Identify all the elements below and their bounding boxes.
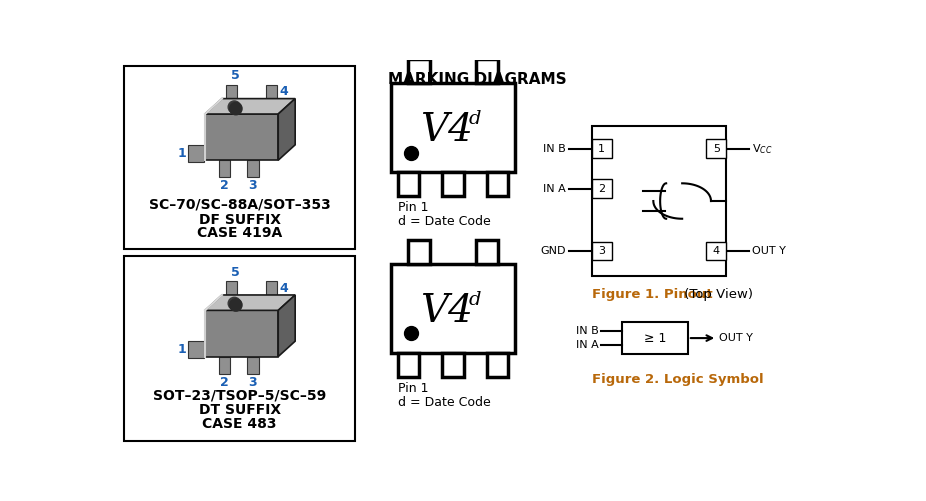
Bar xyxy=(408,59,430,83)
Bar xyxy=(392,264,515,353)
Text: 4: 4 xyxy=(713,246,720,256)
Polygon shape xyxy=(205,114,278,160)
Text: OUT Y: OUT Y xyxy=(752,246,785,256)
Polygon shape xyxy=(226,281,237,295)
Text: 1: 1 xyxy=(177,343,186,356)
Bar xyxy=(707,242,726,261)
Text: 4: 4 xyxy=(280,85,289,98)
Text: d: d xyxy=(469,292,481,309)
Circle shape xyxy=(228,297,241,310)
Text: 3: 3 xyxy=(598,246,605,256)
Bar xyxy=(592,139,612,158)
Text: IN A: IN A xyxy=(544,184,566,194)
Polygon shape xyxy=(278,99,295,160)
Polygon shape xyxy=(278,295,295,357)
Circle shape xyxy=(230,299,242,311)
Text: 3: 3 xyxy=(248,376,257,389)
Bar xyxy=(592,126,726,276)
Text: 5: 5 xyxy=(231,266,240,279)
Text: Pin 1: Pin 1 xyxy=(397,382,428,395)
Text: d = Date Code: d = Date Code xyxy=(397,395,491,408)
Text: 2: 2 xyxy=(598,184,606,194)
Text: 1: 1 xyxy=(598,144,605,154)
Text: MARKING DIAGRAMS: MARKING DIAGRAMS xyxy=(388,72,566,87)
Bar xyxy=(443,172,464,196)
Polygon shape xyxy=(219,160,231,177)
Bar xyxy=(124,66,356,249)
Text: 3: 3 xyxy=(248,179,257,192)
Polygon shape xyxy=(226,85,237,99)
Bar xyxy=(397,353,419,377)
Text: Pin 1: Pin 1 xyxy=(397,201,428,214)
Polygon shape xyxy=(266,85,278,99)
Polygon shape xyxy=(188,145,204,162)
Circle shape xyxy=(230,103,242,115)
Bar xyxy=(476,239,497,264)
Bar xyxy=(487,172,508,196)
Text: DF SUFFIX: DF SUFFIX xyxy=(199,212,281,226)
Text: GND: GND xyxy=(541,246,566,256)
Text: ≥ 1: ≥ 1 xyxy=(644,332,666,345)
Polygon shape xyxy=(247,160,259,177)
Text: V4: V4 xyxy=(420,112,473,149)
Text: IN B: IN B xyxy=(544,144,566,154)
Text: 5: 5 xyxy=(231,70,240,83)
Bar xyxy=(592,242,612,261)
Text: IN B: IN B xyxy=(576,326,598,336)
Bar xyxy=(592,179,612,198)
Text: V$_{CC}$: V$_{CC}$ xyxy=(752,142,772,156)
Bar xyxy=(397,172,419,196)
Text: 2: 2 xyxy=(220,376,229,389)
Text: 2: 2 xyxy=(220,179,229,192)
Text: IN A: IN A xyxy=(576,340,598,350)
Bar xyxy=(124,257,356,441)
Text: (Top View): (Top View) xyxy=(681,289,753,302)
Text: CASE 419A: CASE 419A xyxy=(197,225,282,239)
Polygon shape xyxy=(266,281,278,295)
Polygon shape xyxy=(205,295,295,311)
Text: CASE 483: CASE 483 xyxy=(203,416,277,430)
Text: d = Date Code: d = Date Code xyxy=(397,214,491,227)
Text: 5: 5 xyxy=(713,144,720,154)
Text: Figure 2. Logic Symbol: Figure 2. Logic Symbol xyxy=(592,373,763,386)
Text: 4: 4 xyxy=(280,282,289,295)
Circle shape xyxy=(228,101,241,113)
Bar xyxy=(392,83,515,172)
Bar xyxy=(443,353,464,377)
Bar xyxy=(487,353,508,377)
Bar xyxy=(408,239,430,264)
Polygon shape xyxy=(188,341,204,358)
Text: Figure 1. Pinout: Figure 1. Pinout xyxy=(592,289,712,302)
Text: SC–70/SC–88A/SOT–353: SC–70/SC–88A/SOT–353 xyxy=(149,198,331,212)
Text: d: d xyxy=(469,110,481,128)
Text: OUT Y: OUT Y xyxy=(720,333,754,343)
Text: DT SUFFIX: DT SUFFIX xyxy=(199,403,281,417)
Polygon shape xyxy=(205,99,295,114)
Bar xyxy=(476,59,497,83)
Text: 1: 1 xyxy=(177,147,186,160)
Polygon shape xyxy=(205,311,278,357)
Bar xyxy=(707,139,726,158)
Bar xyxy=(622,322,688,354)
Text: SOT–23/TSOP–5/SC–59: SOT–23/TSOP–5/SC–59 xyxy=(153,389,326,403)
Polygon shape xyxy=(219,357,231,374)
Polygon shape xyxy=(247,357,259,374)
Text: V4: V4 xyxy=(420,294,473,331)
